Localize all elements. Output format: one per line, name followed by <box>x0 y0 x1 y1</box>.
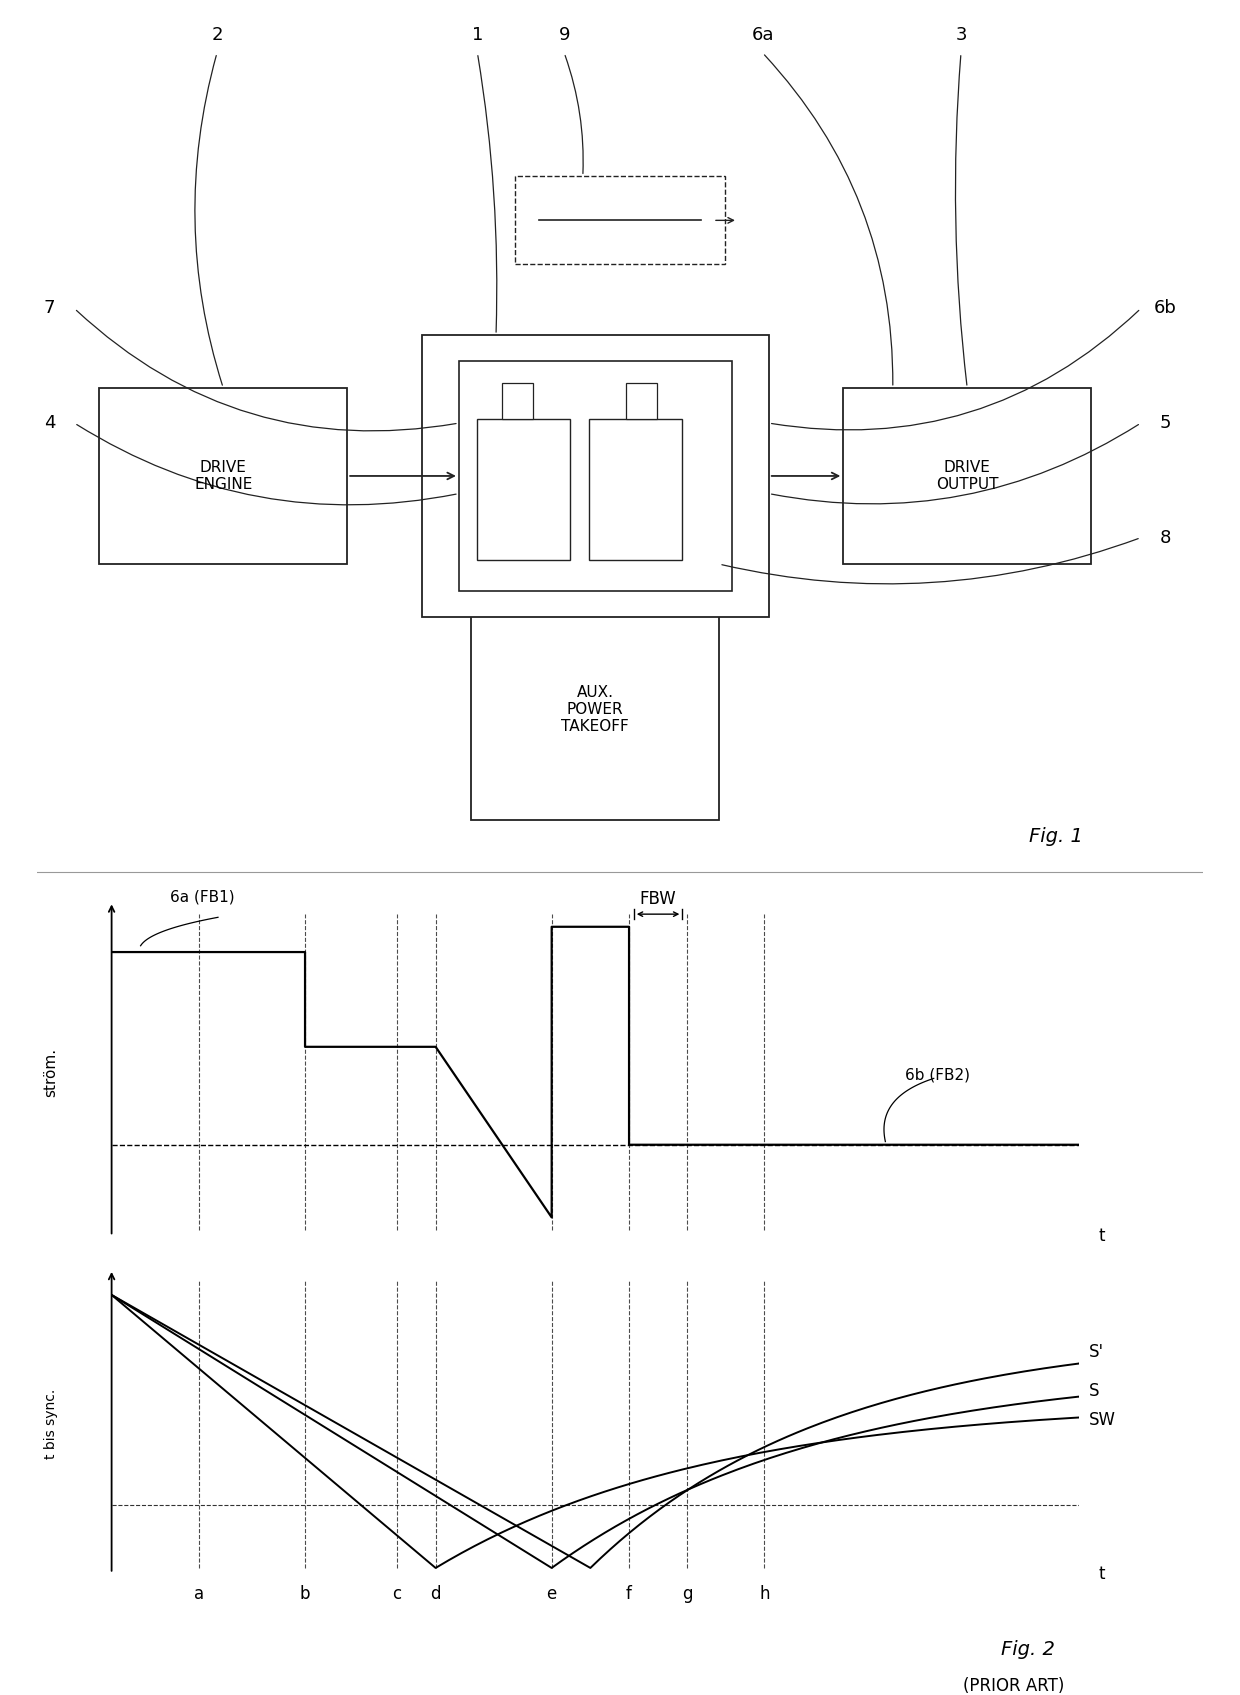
Text: 1: 1 <box>471 27 484 44</box>
Text: SW: SW <box>1089 1412 1116 1429</box>
FancyBboxPatch shape <box>626 383 657 419</box>
Text: 6a (FB1): 6a (FB1) <box>170 890 234 905</box>
FancyBboxPatch shape <box>843 388 1091 564</box>
Text: a: a <box>193 1585 203 1603</box>
Text: 6a: 6a <box>751 27 774 44</box>
Text: S': S' <box>1089 1342 1104 1361</box>
Text: 4: 4 <box>43 414 56 432</box>
Text: t: t <box>1099 1227 1105 1246</box>
Text: 2: 2 <box>211 27 223 44</box>
Text: Fig. 2: Fig. 2 <box>1002 1639 1055 1659</box>
Text: 5: 5 <box>1159 414 1172 432</box>
Text: g: g <box>682 1585 692 1603</box>
Text: 6b (FB2): 6b (FB2) <box>905 1068 970 1083</box>
FancyBboxPatch shape <box>515 176 725 264</box>
Text: d: d <box>430 1585 441 1603</box>
Text: DRIVE
ENGINE: DRIVE ENGINE <box>193 459 253 492</box>
Text: t bis sync.: t bis sync. <box>45 1390 58 1459</box>
Text: 6b: 6b <box>1154 300 1177 317</box>
FancyBboxPatch shape <box>502 383 533 419</box>
Text: t: t <box>1099 1564 1105 1583</box>
FancyBboxPatch shape <box>459 361 732 590</box>
Text: 3: 3 <box>955 27 967 44</box>
Text: b: b <box>300 1585 310 1603</box>
Text: S: S <box>1089 1381 1099 1400</box>
FancyBboxPatch shape <box>422 336 769 617</box>
Text: f: f <box>626 1585 632 1603</box>
FancyBboxPatch shape <box>99 388 347 564</box>
Text: ström.: ström. <box>43 1048 58 1097</box>
Text: Fig. 1: Fig. 1 <box>1029 827 1083 846</box>
Text: FBW: FBW <box>640 890 677 909</box>
FancyBboxPatch shape <box>471 600 719 820</box>
Text: h: h <box>759 1585 770 1603</box>
Text: c: c <box>392 1585 402 1603</box>
Text: 9: 9 <box>558 27 570 44</box>
Text: (PRIOR ART): (PRIOR ART) <box>962 1676 1064 1695</box>
Text: e: e <box>547 1585 557 1603</box>
Text: AUX.
POWER
TAKEOFF: AUX. POWER TAKEOFF <box>562 685 629 734</box>
Text: 7: 7 <box>43 300 56 317</box>
Text: 8: 8 <box>1159 529 1172 547</box>
Text: DRIVE
OUTPUT: DRIVE OUTPUT <box>936 459 998 492</box>
FancyBboxPatch shape <box>589 419 682 559</box>
FancyBboxPatch shape <box>477 419 570 559</box>
